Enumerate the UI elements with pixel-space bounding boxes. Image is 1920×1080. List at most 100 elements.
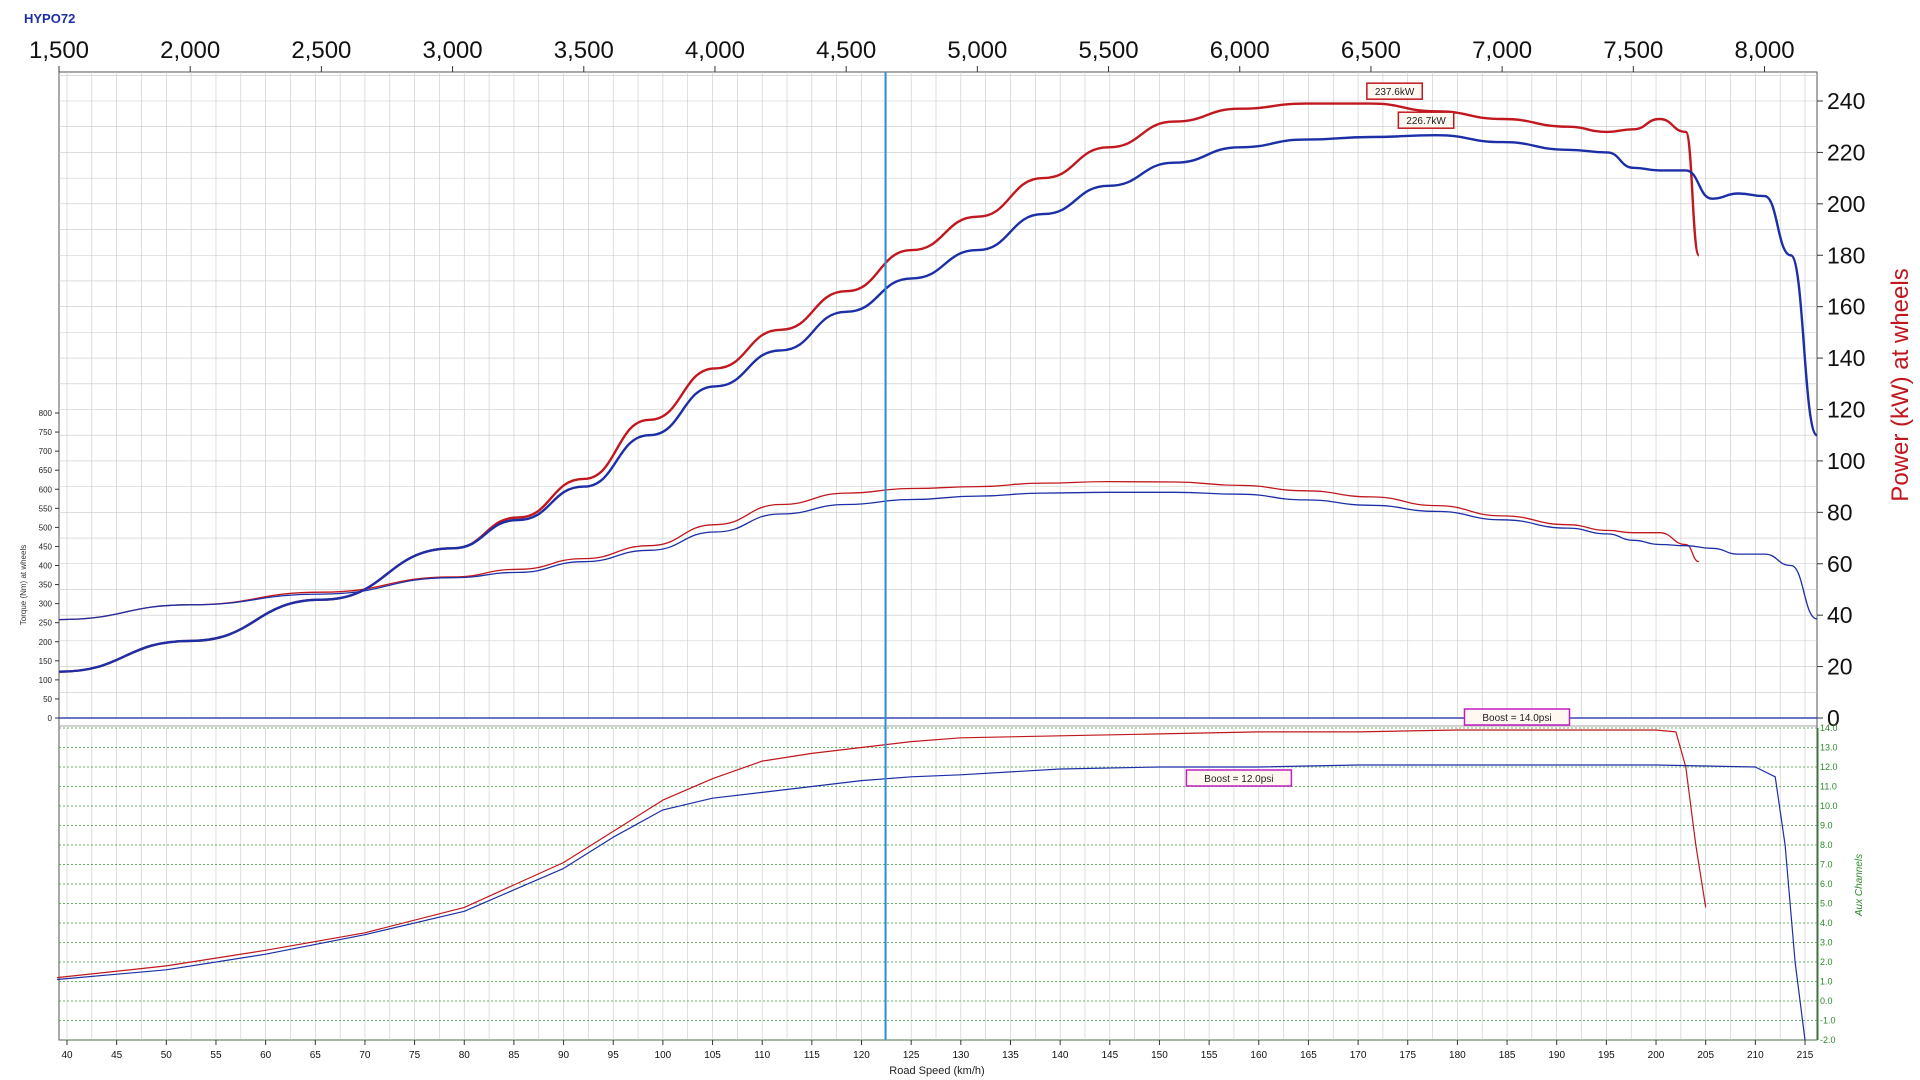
- power-tick-label: 140: [1827, 345, 1865, 371]
- speed-tick-label: 175: [1399, 1050, 1416, 1061]
- speed-tick-label: 45: [111, 1050, 123, 1061]
- power-tick-label: 240: [1827, 88, 1865, 114]
- rpm-tick-label: 6,000: [1210, 37, 1270, 64]
- speed-tick-label: 80: [459, 1050, 471, 1061]
- grid-layer: [58, 71, 1818, 1041]
- torque-tick-label: 0: [48, 714, 53, 723]
- power-tick-label: 100: [1827, 448, 1865, 474]
- aux-tick-label: 0.0: [1820, 996, 1833, 1006]
- power-tick-label: 60: [1827, 551, 1853, 577]
- boost-line-run1_red: [57, 729, 1707, 979]
- aux-tick-label: 1.0: [1820, 977, 1833, 987]
- speed-tick-label: 110: [754, 1050, 770, 1061]
- torque-tick-label: 50: [43, 695, 52, 704]
- speed-tick-label: 105: [704, 1050, 721, 1061]
- boost-peak-red-text: Boost = 14.0psi: [1482, 713, 1551, 724]
- speed-tick-label: 125: [903, 1050, 920, 1061]
- speed-tick-label: 205: [1697, 1050, 1714, 1061]
- peak-power-red-text: 237.6kW: [1375, 87, 1415, 98]
- aux-tick-label: 10.0: [1820, 801, 1838, 811]
- power-tick-label: 180: [1827, 242, 1865, 268]
- aux-tick-label: 12.0: [1820, 762, 1838, 772]
- aux-tick-label: 14.0: [1820, 723, 1838, 733]
- torque-tick-label: 500: [39, 523, 53, 532]
- torque-tick-label: 650: [39, 466, 53, 475]
- power-tick-label: 0: [1827, 705, 1840, 731]
- road-speed-axis-label: Road Speed (km/h): [889, 1065, 984, 1077]
- speed-tick-label: 85: [508, 1050, 520, 1061]
- speed-tick-label: 115: [804, 1050, 820, 1061]
- plot-frame: [58, 71, 1818, 1041]
- rpm-tick-label: 4,500: [816, 37, 876, 64]
- speed-tick-label: 65: [310, 1050, 322, 1061]
- rpm-tick-label: 3,000: [423, 37, 483, 64]
- peak-power-blue-text: 226.7kW: [1406, 116, 1446, 127]
- rpm-tick-label: 4,000: [685, 37, 745, 64]
- speed-tick-label: 70: [359, 1050, 371, 1061]
- power-tick-label: 40: [1827, 602, 1853, 628]
- speed-tick-label: 120: [853, 1050, 870, 1061]
- speed-tick-label: 210: [1747, 1050, 1764, 1061]
- speed-tick-label: 215: [1797, 1050, 1814, 1061]
- annotation-layer: 237.6kW 226.7kW Boost = 14.0psi Boost = 12.…: [884, 72, 1571, 1040]
- series-layer: [57, 102, 1819, 1041]
- speed-tick-label: 155: [1201, 1050, 1218, 1061]
- aux-tick-label: 5.0: [1820, 899, 1833, 909]
- speed-tick-label: 140: [1052, 1050, 1069, 1061]
- torque-line-run1_red: [58, 480, 1700, 621]
- boost-line-run2_blue: [57, 764, 1806, 1041]
- speed-tick-label: 145: [1101, 1050, 1118, 1061]
- boost-peak-red-box: [1463, 708, 1571, 726]
- torque-tick-label: 750: [39, 428, 53, 437]
- speed-tick-label: 165: [1300, 1050, 1317, 1061]
- speed-tick-label: 100: [655, 1050, 672, 1061]
- speed-tick-label: 190: [1548, 1050, 1565, 1061]
- aux-tick-label: 4.0: [1820, 918, 1833, 928]
- torque-tick-label: 200: [39, 638, 53, 647]
- torque-tick-label: 350: [39, 581, 53, 590]
- rpm-tick-label: 5,500: [1079, 37, 1139, 64]
- aux-tick-label: 6.0: [1820, 879, 1833, 889]
- power-tick-label: 20: [1827, 654, 1853, 680]
- torque-tick-label: 250: [39, 619, 53, 628]
- power-tick-label: 200: [1827, 191, 1865, 217]
- aux-tick-label: 2.0: [1820, 957, 1833, 967]
- rpm-tick-label: 2,500: [291, 37, 351, 64]
- speed-tick-label: 160: [1250, 1050, 1267, 1061]
- speed-tick-label: 50: [161, 1050, 173, 1061]
- power-tick-label: 220: [1827, 139, 1865, 165]
- speed-tick-label: 55: [210, 1050, 222, 1061]
- power-tick-label: 80: [1827, 499, 1853, 525]
- aux-tick-label: 11.0: [1820, 782, 1837, 792]
- speed-tick-label: 150: [1151, 1050, 1168, 1061]
- aux-tick-label: -1.0: [1820, 1016, 1836, 1026]
- boost-peak-blue-box: [1185, 769, 1293, 787]
- torque-axis-label: Torque (Nm) at wheels: [19, 545, 28, 625]
- speed-tick-label: 200: [1648, 1050, 1665, 1061]
- rpm-tick-label: 2,000: [160, 37, 220, 64]
- torque-tick-label: 550: [39, 504, 53, 513]
- aux-tick-label: -2.0: [1820, 1035, 1836, 1045]
- aux-tick-label: 7.0: [1820, 860, 1833, 870]
- speed-tick-label: 185: [1499, 1050, 1516, 1061]
- rpm-tick-label: 3,500: [554, 37, 614, 64]
- aux-tick-label: 13.0: [1820, 743, 1838, 753]
- speed-tick-label: 180: [1449, 1050, 1466, 1061]
- torque-tick-label: 600: [39, 485, 53, 494]
- speed-tick-label: 40: [61, 1050, 73, 1061]
- rpm-tick-label: 8,000: [1734, 37, 1794, 64]
- rpm-tick-label: 5,000: [947, 37, 1007, 64]
- torque-line-run2_blue: [58, 491, 1818, 621]
- power-tick-label: 120: [1827, 397, 1865, 423]
- speed-tick-label: 135: [1002, 1050, 1019, 1061]
- torque-tick-label: 300: [39, 600, 53, 609]
- aux-tick-label: 3.0: [1820, 938, 1833, 948]
- rpm-tick-label: 7,000: [1472, 37, 1532, 64]
- axes-layer: 1,500 2,000 2,500 3,000 3,500 4,000 4,500 5,000…: [29, 37, 1865, 1061]
- speed-tick-label: 75: [409, 1050, 421, 1061]
- torque-tick-label: 450: [39, 542, 53, 551]
- boost-peak-blue-text: Boost = 12.0psi: [1204, 774, 1273, 785]
- power-line-run2_blue: [58, 134, 1819, 673]
- torque-tick-label: 400: [39, 562, 53, 571]
